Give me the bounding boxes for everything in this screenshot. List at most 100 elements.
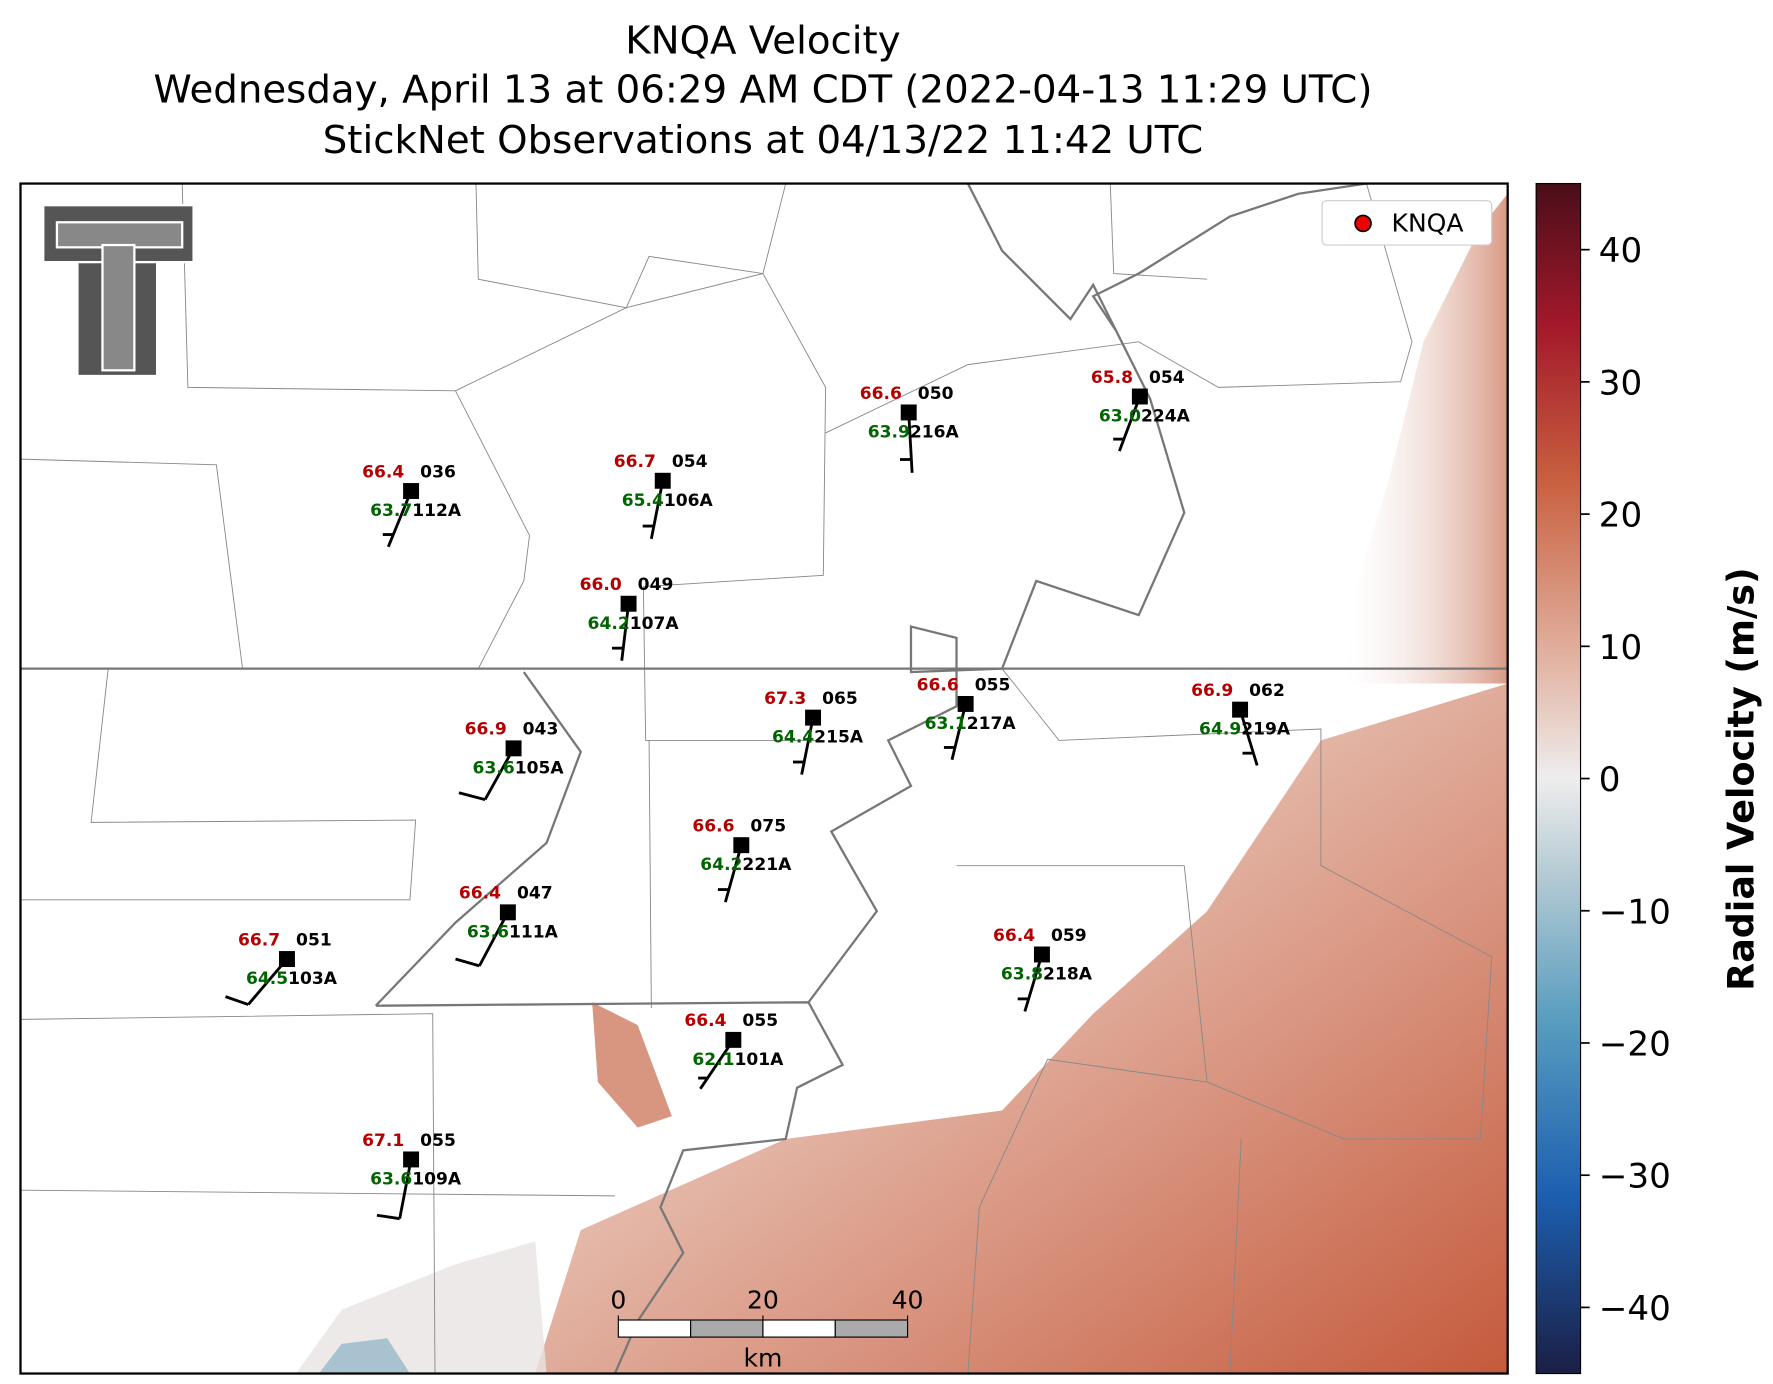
wind-staff — [800, 717, 815, 775]
dewpoint: 63.6 — [473, 758, 515, 778]
wind-code: 054 — [672, 452, 708, 472]
dewpoint: 64.2 — [700, 855, 742, 875]
scale-tick-label: 20 — [747, 1286, 779, 1315]
station-marker — [1033, 946, 1050, 963]
station-id: 219A — [1241, 720, 1291, 740]
station-marker — [499, 904, 516, 921]
station: 66.6 050 63.9 216A — [860, 384, 960, 473]
station-marker — [805, 709, 822, 726]
wind-staff — [386, 490, 413, 548]
temperature: 66.4 — [459, 884, 501, 904]
scale-tick-label: 0 — [610, 1286, 626, 1315]
temperature: 66.4 — [684, 1011, 726, 1031]
station-id: 218A — [1043, 965, 1093, 985]
station: 65.8 054 63.0 224A — [1091, 368, 1191, 452]
station-id: 217A — [967, 714, 1017, 734]
colorbar-label: Radial Velocity (m/s) — [1720, 567, 1763, 990]
wind-staff — [1023, 954, 1044, 1012]
wind-code: 047 — [517, 884, 553, 904]
colorbar-tick-label: −10 — [1599, 892, 1671, 932]
station-id: 216A — [910, 422, 960, 442]
dewpoint: 64.5 — [246, 969, 288, 989]
temperature: 66.7 — [238, 930, 280, 950]
station: 66.7 051 64.5 103A — [224, 930, 338, 1006]
station: 66.4 047 63.6 111A — [455, 884, 559, 968]
wind-staff — [398, 1159, 413, 1219]
dewpoint: 64.2 — [588, 614, 630, 634]
temperature: 66.6 — [860, 384, 902, 404]
wind-code: 036 — [420, 462, 456, 482]
colorbar-tick-label: −40 — [1599, 1289, 1671, 1329]
colorbar-tick-label: 30 — [1599, 363, 1642, 403]
wind-barb — [455, 957, 480, 968]
station-marker — [900, 404, 917, 421]
wind-code: 055 — [742, 1011, 778, 1031]
dewpoint: 64.9 — [1199, 720, 1241, 740]
colorbar-tick-label: 20 — [1599, 496, 1642, 536]
station: 67.3 065 64.4 215A — [764, 689, 864, 775]
subtitle: StickNet Observations at 04/13/22 11:42 … — [323, 118, 1203, 163]
radar-echo — [592, 1002, 672, 1128]
scale-segment — [762, 1319, 836, 1338]
wind-code: 054 — [1149, 368, 1185, 388]
dewpoint: 63.1 — [925, 714, 967, 734]
station: 67.1 055 63.6 109A — [362, 1131, 462, 1221]
wind-staff — [649, 480, 665, 540]
station: 66.4 055 62.1 101A — [684, 1011, 784, 1090]
legend-label: KNQA — [1392, 208, 1464, 237]
station-id: 105A — [515, 758, 565, 778]
station-marker — [403, 483, 420, 499]
temperature: 66.4 — [362, 462, 404, 482]
station-marker — [957, 695, 974, 712]
wind-staff — [907, 412, 914, 473]
station-id: 112A — [412, 501, 462, 521]
wind-staff — [1118, 396, 1142, 452]
dewpoint: 62.1 — [692, 1050, 734, 1070]
colorbar-tick-label: −20 — [1599, 1025, 1671, 1065]
legend: KNQA — [1321, 200, 1493, 246]
dewpoint: 63.0 — [1099, 407, 1141, 427]
legend-marker — [1354, 214, 1372, 233]
dewpoint: 65.4 — [622, 491, 664, 511]
station-id: 106A — [664, 491, 714, 511]
subtitle: Wednesday, April 13 at 06:29 AM CDT (202… — [153, 68, 1372, 113]
station-marker — [403, 1151, 420, 1168]
temperature: 66.7 — [614, 452, 656, 472]
station: 66.4 059 63.8 218A — [993, 926, 1093, 1012]
temperature: 66.6 — [692, 816, 734, 836]
station-id: 224A — [1141, 407, 1191, 427]
temperature: 66.9 — [465, 720, 507, 740]
wind-staff — [723, 844, 743, 903]
station: 66.6 055 63.1 217A — [917, 675, 1017, 761]
scale-segment — [690, 1319, 764, 1338]
station-marker — [1232, 701, 1249, 718]
temperature: 66.6 — [917, 675, 959, 695]
station: 66.9 062 64.9 219A — [1191, 681, 1291, 766]
wind-staff — [483, 747, 515, 801]
temperature: 66.4 — [993, 926, 1035, 946]
wind-staff — [1238, 709, 1259, 766]
temperature: 66.0 — [580, 575, 622, 595]
wind-staff — [620, 603, 630, 661]
temperature: 67.3 — [764, 689, 806, 709]
wind-code: 049 — [638, 575, 674, 595]
dewpoint: 63.7 — [370, 501, 412, 521]
station-id: 109A — [412, 1170, 462, 1190]
wind-barb — [376, 1213, 400, 1221]
wind-code: 075 — [750, 816, 786, 836]
county-lines — [20, 183, 1493, 1374]
station: 66.7 054 65.4 106A — [614, 452, 714, 540]
station-id: 103A — [288, 969, 338, 989]
colorbar-tick-label: 40 — [1599, 231, 1642, 271]
map-frame — [19, 182, 1509, 1375]
title: KNQA Velocity — [625, 19, 900, 64]
colorbar-tick-label: 10 — [1599, 628, 1642, 668]
radar-echo — [535, 683, 1508, 1374]
station-marker — [505, 740, 522, 757]
wind-code: 059 — [1051, 926, 1087, 946]
scale-segment — [834, 1319, 909, 1338]
colorbar-tick-label: 0 — [1599, 760, 1621, 800]
wind-code: 062 — [1249, 681, 1285, 701]
station-id: 221A — [742, 855, 792, 875]
station-id: 215A — [814, 728, 864, 748]
